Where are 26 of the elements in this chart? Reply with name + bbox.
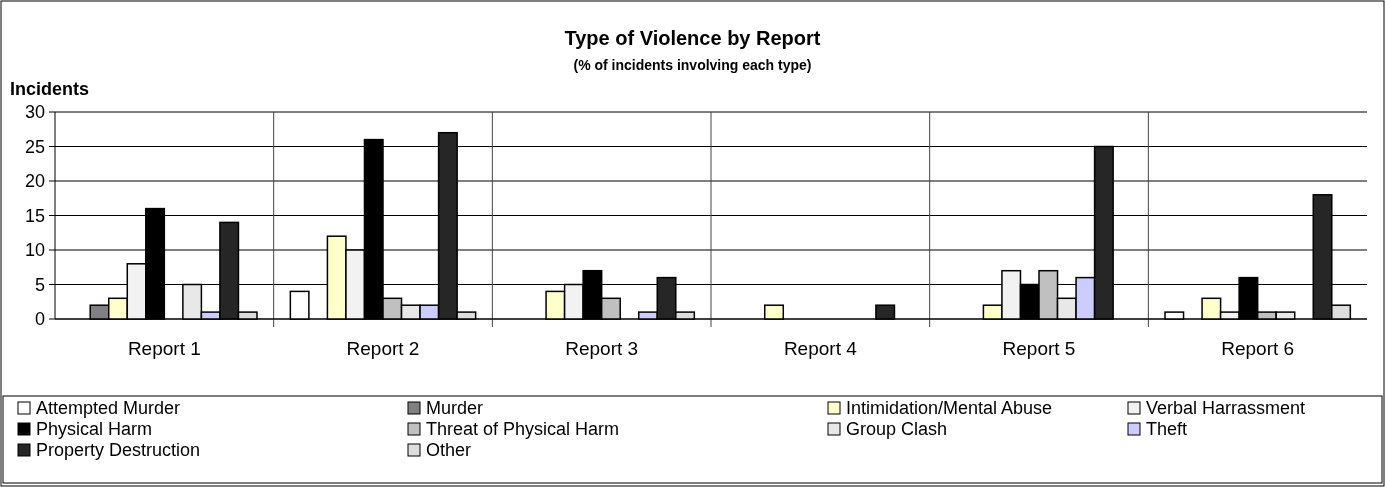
x-tick-label: Report 3: [565, 338, 639, 359]
x-tick-label: Report 5: [1002, 338, 1076, 359]
y-tick-label: 0: [34, 309, 45, 330]
legend-label: Group Clash: [846, 419, 948, 440]
legend-label: Theft: [1146, 419, 1188, 440]
y-tick-label: 25: [24, 136, 45, 157]
y-tick-label: 5: [34, 274, 45, 295]
y-tick-label: 10: [24, 240, 45, 261]
legend-label: Verbal Harrassment: [1146, 398, 1306, 419]
chart-title: Type of Violence by Report: [564, 27, 821, 49]
x-tick-label: Report 4: [783, 338, 858, 359]
x-tick-label: Report 1: [127, 338, 201, 359]
y-tick-label: 30: [24, 102, 45, 123]
legend-label: Attempted Murder: [36, 398, 181, 419]
x-tick-label: Report 6: [1221, 338, 1295, 359]
legend-label: Property Destruction: [36, 440, 201, 461]
legend-label: Murder: [426, 398, 484, 419]
legend-label: Other: [426, 440, 472, 461]
chart-subtitle: (% of incidents involving each type): [573, 57, 812, 73]
legend-label: Physical Harm: [36, 419, 153, 440]
y-tick-label: 15: [24, 205, 45, 226]
legend-label: Threat of Physical Harm: [426, 419, 620, 440]
x-tick-label: Report 2: [346, 338, 420, 359]
y-axis-title: Incidents: [10, 79, 90, 99]
y-tick-label: 20: [24, 171, 45, 192]
legend-label: Intimidation/Mental Abuse: [846, 398, 1053, 419]
